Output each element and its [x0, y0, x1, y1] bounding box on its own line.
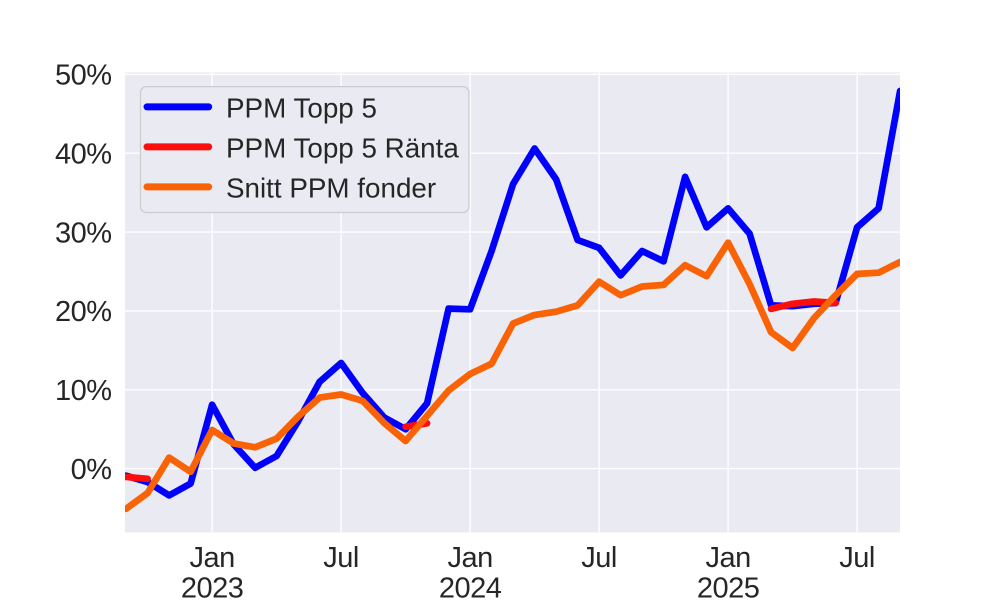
svg-text:Jan: Jan [705, 542, 750, 574]
svg-text:40%: 40% [55, 138, 112, 170]
svg-text:30%: 30% [55, 217, 112, 249]
svg-text:Jan: Jan [447, 542, 492, 574]
svg-text:PPM Topp 5: PPM Topp 5 [226, 92, 377, 123]
svg-text:2025: 2025 [697, 572, 760, 600]
svg-text:20%: 20% [55, 296, 112, 328]
svg-text:Jul: Jul [581, 542, 617, 574]
svg-text:2024: 2024 [439, 572, 502, 600]
svg-text:PPM Topp 5 Ränta: PPM Topp 5 Ränta [226, 132, 459, 163]
svg-text:2023: 2023 [181, 572, 244, 600]
svg-text:50%: 50% [55, 60, 112, 92]
svg-text:Jul: Jul [323, 542, 359, 574]
svg-text:Jul: Jul [839, 542, 875, 574]
svg-text:Jan: Jan [189, 542, 234, 574]
svg-text:Snitt PPM fonder: Snitt PPM fonder [226, 172, 436, 203]
svg-text:0%: 0% [71, 454, 112, 486]
svg-text:10%: 10% [55, 375, 112, 407]
